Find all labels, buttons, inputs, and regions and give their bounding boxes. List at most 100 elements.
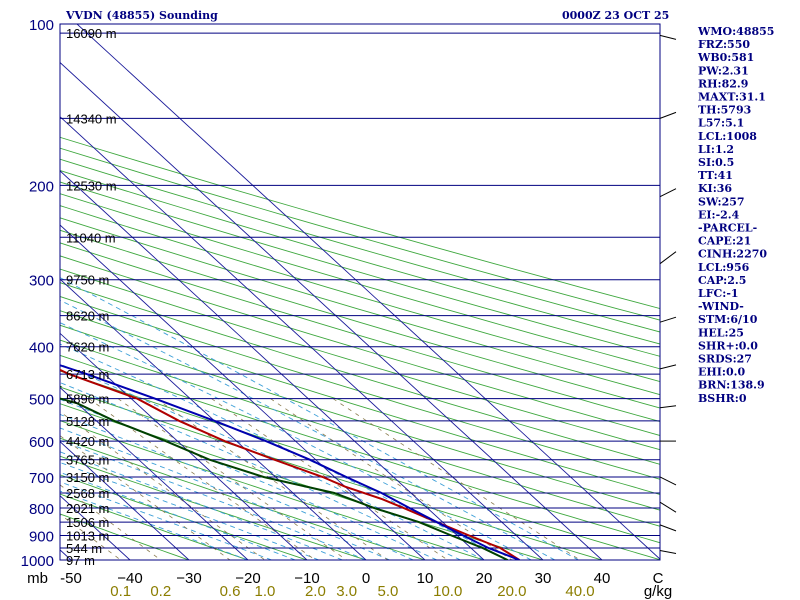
height-label: 7620 m (66, 340, 109, 355)
height-label: 3765 m (66, 453, 109, 468)
isotherm (60, 278, 367, 560)
mixing-ratio-tick-label: 0.6 (220, 583, 241, 600)
height-label: 544 m (66, 541, 102, 556)
pressure-tick-label: 300 (29, 273, 54, 290)
wind-barb (659, 501, 677, 513)
mixing-ratio-tick-label: 40.0 (565, 583, 594, 600)
mixing-ratio-unit-label: g/kg (644, 583, 672, 600)
height-label: 1013 m (66, 528, 109, 543)
index-item: TH:5793 (698, 104, 751, 117)
mixing-ratio-tick-label: 5.0 (378, 583, 399, 600)
index-item: -WIND- (698, 300, 744, 313)
isotherm (60, 116, 544, 560)
index-item: KI:36 (698, 182, 732, 195)
temperature-tick-label: 10 (417, 570, 434, 587)
index-item: MAXT:31.1 (698, 91, 766, 104)
pressure-tick-label: 500 (29, 392, 54, 409)
height-label: 12530 m (66, 178, 117, 193)
mixing-ratio-tick-label: 0.2 (150, 583, 171, 600)
mixing-ratio-tick-label: 20.0 (497, 583, 526, 600)
isotherm (60, 170, 485, 560)
index-item: -PARCEL- (698, 222, 757, 235)
dry-adiabat (60, 455, 367, 560)
wind-barb (659, 524, 677, 532)
index-item: HEL:25 (698, 326, 744, 339)
height-label: 8620 m (66, 309, 109, 324)
temperature-tick-label: −40 (117, 570, 142, 587)
moist-adiabat (60, 461, 319, 560)
wind-barb (659, 476, 677, 486)
height-label: 14340 m (66, 111, 117, 126)
isotherm (0, 24, 12, 560)
pressure-tick-label: 200 (29, 178, 54, 195)
index-item: TT:41 (698, 169, 733, 182)
moist-adiabat (60, 299, 556, 560)
chart-series (60, 364, 520, 560)
temperature-tick-label: 20 (476, 570, 493, 587)
index-item: SHR+:0.0 (698, 339, 758, 352)
temperature-tick-label: −20 (235, 570, 260, 587)
index-item: FRZ:550 (698, 38, 750, 51)
wind-barb (659, 364, 677, 370)
moist-adiabat (60, 471, 296, 560)
moist-adiabat (60, 451, 343, 560)
chart-labels: 16090 m 14340 m 12530 m 11040 m 9750 m 8620 m… (21, 17, 673, 600)
height-label: 2568 m (66, 486, 109, 501)
dry-adiabat (60, 339, 660, 527)
mixing-ratio-tick-label: 1.0 (255, 583, 276, 600)
wind-barbs (659, 34, 677, 554)
index-item: CAPE:21 (698, 235, 751, 248)
index-item: WMO:48855 (697, 25, 774, 38)
index-item: SW:257 (698, 195, 745, 208)
dry-adiabat (60, 437, 426, 560)
pressure-tick-label: 600 (29, 434, 54, 451)
temperature-tick-label: −10 (294, 570, 319, 587)
temperature-tick-label: −30 (176, 570, 201, 587)
height-label: 97 m (66, 553, 95, 568)
index-item: RH:82.9 (698, 77, 748, 90)
temperature-tick-label: -50 (60, 570, 82, 587)
mixing-ratio-tick-label: 10.0 (433, 583, 462, 600)
index-item: L57:5.1 (698, 117, 744, 130)
mixing-ratio-tick-label: 3.0 (336, 583, 357, 600)
index-item: EI:-2.4 (698, 208, 740, 221)
height-label: 2021 m (66, 501, 109, 516)
plot-frame (59, 23, 661, 561)
sounding-line-2 (60, 364, 520, 560)
wind-barb (659, 34, 677, 40)
height-label: 11040 m (66, 230, 116, 245)
index-item: LCL:1008 (698, 130, 757, 143)
height-label: 16090 m (66, 26, 117, 41)
pressure-tick-label: 1000 (21, 553, 54, 570)
pressure-unit-label: mb (27, 570, 48, 587)
index-item: CINH:2270 (698, 248, 767, 261)
pressure-tick-label: 100 (29, 17, 54, 34)
wind-barb (659, 550, 677, 554)
index-item: SRDS:27 (698, 353, 752, 366)
index-item: WB0:581 (697, 51, 754, 64)
index-item: LI:1.2 (698, 143, 734, 156)
chart-date: 0000Z 23 OCT 25 (562, 9, 669, 22)
index-item: STM:6/10 (698, 313, 758, 326)
wind-barb (659, 111, 677, 119)
sounding-line-1 (60, 385, 509, 560)
pressure-tick-label: 400 (29, 340, 54, 357)
height-label: 5128 m (66, 414, 109, 429)
height-label: 6713 m (66, 367, 109, 382)
pressure-tick-label: 900 (29, 528, 54, 545)
wind-barb (659, 251, 677, 265)
index-item: CAP:2.5 (698, 274, 746, 287)
isotherm (60, 332, 308, 560)
moist-adiabat (60, 427, 390, 560)
temperature-tick-label: 30 (535, 570, 552, 587)
wind-barb (659, 316, 677, 323)
isotherm (76, 24, 660, 560)
height-label: 3150 m (66, 470, 109, 485)
chart-grid (0, 23, 661, 561)
pressure-tick-label: 800 (29, 501, 54, 518)
isotherm (60, 386, 249, 560)
mixing-ratio-line (60, 484, 162, 560)
index-item: PW:2.31 (698, 64, 749, 77)
wind-barb (659, 188, 677, 198)
pressure-tick-label: 700 (29, 470, 54, 487)
